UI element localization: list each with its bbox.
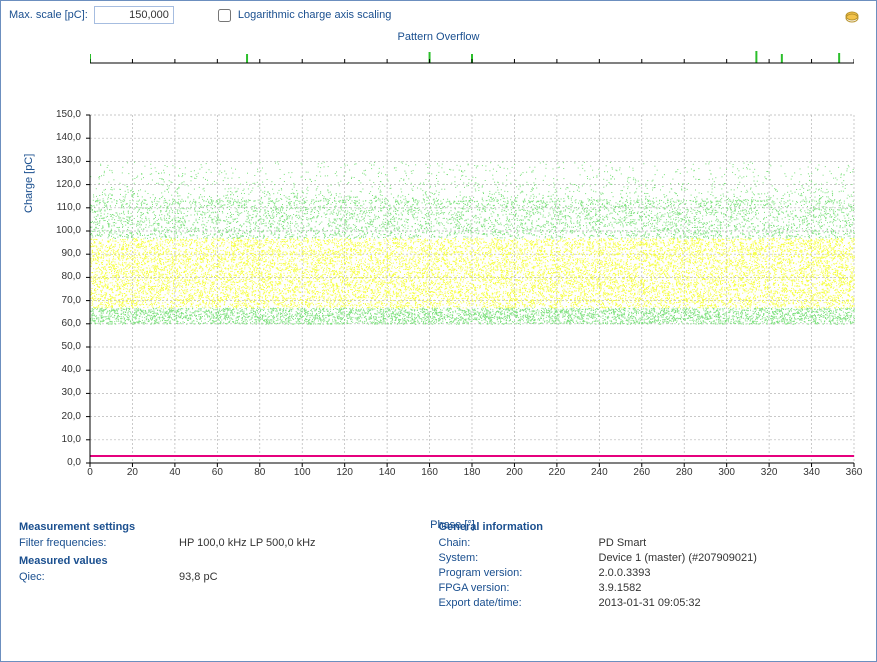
x-tick: 40 — [163, 467, 187, 478]
coin-icon — [844, 9, 860, 25]
y-tick: 130,0 — [41, 155, 81, 166]
plot-area — [90, 115, 854, 463]
program-value: 2.0.0.3393 — [599, 567, 651, 579]
max-scale-input[interactable] — [94, 6, 174, 24]
chain-value: PD Smart — [599, 537, 647, 549]
x-tick: 80 — [248, 467, 272, 478]
x-tick: 140 — [375, 467, 399, 478]
overflow-axis — [90, 51, 854, 65]
x-tick: 0 — [78, 467, 102, 478]
info-block: Measurement settings Filter frequencies:… — [19, 521, 858, 651]
chain-label: Chain: — [439, 537, 599, 549]
y-tick: 70,0 — [41, 295, 81, 306]
general-info-header: General information — [439, 521, 859, 533]
log-scale-label: Logarithmic charge axis scaling — [238, 9, 391, 21]
x-tick: 240 — [587, 467, 611, 478]
qiec-label: Qiec: — [19, 571, 179, 583]
y-axis-label: Charge [pC] — [23, 154, 35, 213]
y-tick: 40,0 — [41, 364, 81, 375]
fpga-label: FPGA version: — [439, 582, 599, 594]
x-tick: 100 — [290, 467, 314, 478]
y-tick: 50,0 — [41, 341, 81, 352]
log-scale-checkbox[interactable] — [218, 9, 231, 22]
y-tick: 0,0 — [41, 457, 81, 468]
max-scale-label: Max. scale [pC]: — [9, 9, 88, 21]
y-tick: 110,0 — [41, 202, 81, 213]
x-tick: 300 — [715, 467, 739, 478]
fpga-value: 3.9.1582 — [599, 582, 642, 594]
x-tick: 340 — [800, 467, 824, 478]
qiec-value: 93,8 pC — [179, 571, 218, 583]
measured-values-header: Measured values — [19, 555, 439, 567]
filter-freq-value: HP 100,0 kHz LP 500,0 kHz — [179, 537, 316, 549]
export-label: Export date/time: — [439, 597, 599, 609]
x-tick: 60 — [205, 467, 229, 478]
y-tick: 10,0 — [41, 434, 81, 445]
y-tick: 80,0 — [41, 271, 81, 282]
x-tick: 360 — [842, 467, 866, 478]
x-tick: 260 — [630, 467, 654, 478]
x-tick: 220 — [545, 467, 569, 478]
x-tick: 20 — [120, 467, 144, 478]
filter-freq-label: Filter frequencies: — [19, 537, 179, 549]
y-tick: 100,0 — [41, 225, 81, 236]
y-tick: 90,0 — [41, 248, 81, 259]
y-tick: 20,0 — [41, 411, 81, 422]
x-tick: 280 — [672, 467, 696, 478]
main-panel: Max. scale [pC]: Logarithmic charge axis… — [0, 0, 877, 662]
y-tick: 60,0 — [41, 318, 81, 329]
x-tick: 320 — [757, 467, 781, 478]
y-tick: 150,0 — [41, 109, 81, 120]
toolbar: Max. scale [pC]: Logarithmic charge axis… — [9, 5, 868, 25]
y-tick: 140,0 — [41, 132, 81, 143]
y-tick: 120,0 — [41, 179, 81, 190]
overflow-title: Pattern Overflow — [1, 31, 876, 43]
export-value: 2013-01-31 09:05:32 — [599, 597, 701, 609]
program-label: Program version: — [439, 567, 599, 579]
system-label: System: — [439, 552, 599, 564]
x-tick: 160 — [418, 467, 442, 478]
x-tick: 120 — [333, 467, 357, 478]
system-value: Device 1 (master) (#207909021) — [599, 552, 757, 564]
measurement-settings-header: Measurement settings — [19, 521, 439, 533]
chart: Charge [pC] Phase [°] 0,010,020,030,040,… — [41, 93, 864, 501]
x-tick: 180 — [460, 467, 484, 478]
x-tick: 200 — [502, 467, 526, 478]
y-tick: 30,0 — [41, 387, 81, 398]
